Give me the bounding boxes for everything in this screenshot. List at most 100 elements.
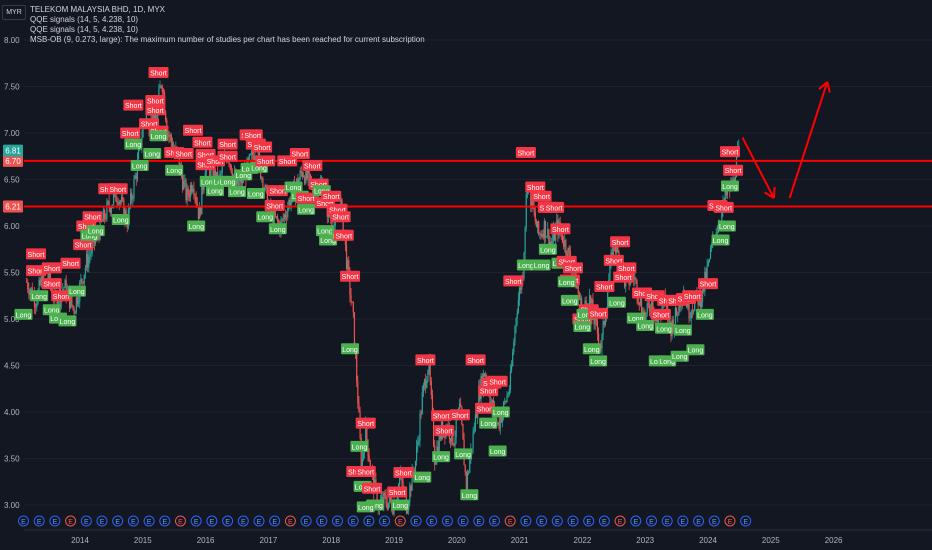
short-signal-label: Short — [590, 311, 607, 318]
projection-arrow-head — [772, 187, 776, 199]
candle-body — [513, 342, 515, 353]
short-signal-tag — [120, 127, 141, 139]
candle-body — [365, 422, 367, 451]
earnings-marker[interactable] — [520, 515, 532, 527]
earnings-marker[interactable] — [65, 515, 77, 527]
earnings-marker[interactable] — [80, 515, 92, 527]
earnings-marker[interactable] — [379, 515, 391, 527]
earnings-marker[interactable] — [269, 515, 281, 527]
earnings-marker[interactable] — [488, 515, 500, 527]
candle-body — [596, 321, 599, 334]
candle-body — [691, 311, 694, 313]
candle-body — [514, 326, 516, 343]
candle-body — [85, 254, 88, 268]
earnings-marker[interactable] — [614, 515, 626, 527]
x-tick-label: 2022 — [574, 536, 592, 545]
earnings-marker[interactable] — [112, 515, 124, 527]
earnings-marker[interactable] — [33, 515, 45, 527]
earnings-marker[interactable] — [127, 515, 139, 527]
candle-body — [362, 452, 365, 459]
earnings-marker[interactable] — [677, 515, 689, 527]
long-signal-tag — [206, 185, 225, 197]
earnings-marker[interactable] — [410, 515, 422, 527]
candle-body — [531, 197, 533, 208]
earnings-marker[interactable] — [159, 515, 171, 527]
earnings-marker[interactable] — [300, 515, 312, 527]
candle-body — [38, 280, 40, 291]
earnings-marker[interactable] — [645, 515, 657, 527]
y-tick-label: 6.50 — [4, 176, 20, 185]
projection-arrow[interactable] — [788, 81, 829, 199]
earnings-marker[interactable] — [473, 515, 485, 527]
earnings-marker[interactable] — [426, 515, 438, 527]
short-signal-label: Short — [75, 243, 92, 250]
level-price-tag — [3, 154, 23, 167]
short-signal-tag — [531, 190, 552, 202]
short-signal-tag — [73, 239, 94, 251]
earnings-marker[interactable] — [740, 515, 752, 527]
candle-body — [106, 202, 108, 220]
legend-indicator-2[interactable]: QQE signals (14, 5, 4.238, 10) — [30, 25, 139, 34]
candle-body — [602, 321, 604, 335]
earnings-marker[interactable] — [206, 515, 218, 527]
earnings-marker[interactable] — [567, 515, 579, 527]
short-signal-label: Short — [684, 294, 701, 301]
legend-indicator-3[interactable]: MSB-OB (9, 0.273, large): The maximum nu… — [30, 35, 425, 44]
earnings-marker[interactable] — [363, 515, 375, 527]
earnings-marker[interactable] — [394, 515, 406, 527]
chart-legend: TELEKOM MALAYSIA BHD, 1D, MYX QQE signal… — [30, 5, 425, 45]
earnings-marker[interactable] — [661, 515, 673, 527]
long-signal-tag — [30, 290, 49, 302]
short-signal-label: Short — [715, 205, 732, 212]
candle-body — [546, 236, 548, 238]
earnings-marker[interactable] — [237, 515, 249, 527]
candle-body — [236, 179, 238, 184]
earnings-marker[interactable] — [441, 515, 453, 527]
short-signal-tag — [431, 410, 452, 422]
earnings-marker[interactable] — [190, 515, 202, 527]
short-signal-label: Short — [194, 140, 211, 147]
projection-arrow[interactable] — [741, 137, 775, 199]
earnings-marker[interactable] — [708, 515, 720, 527]
long-signal-label: Long — [286, 185, 302, 192]
earnings-marker[interactable] — [536, 515, 548, 527]
earnings-marker[interactable] — [96, 515, 108, 527]
candle-body — [388, 496, 391, 503]
earnings-marker[interactable] — [693, 515, 705, 527]
candle-body — [48, 271, 50, 279]
earnings-marker[interactable] — [504, 515, 516, 527]
earnings-marker[interactable] — [174, 515, 186, 527]
earnings-marker[interactable] — [17, 515, 29, 527]
legend-indicator-1[interactable]: QQE signals (14, 5, 4.238, 10) — [30, 15, 139, 24]
candle-body — [230, 164, 232, 173]
long-signal-tag — [573, 320, 592, 332]
short-signal-tag — [330, 211, 351, 223]
currency-button[interactable]: MYR — [2, 5, 26, 20]
earnings-marker[interactable] — [316, 515, 328, 527]
earnings-marker[interactable] — [253, 515, 265, 527]
candle-body — [516, 313, 518, 319]
earnings-marker[interactable] — [630, 515, 642, 527]
earnings-marker[interactable] — [49, 515, 61, 527]
short-signal-tag — [123, 99, 144, 111]
earnings-marker[interactable] — [583, 515, 595, 527]
candle-body — [219, 173, 221, 177]
earnings-marker-label: E — [429, 519, 434, 526]
long-signal-label: Long — [82, 233, 98, 240]
earnings-marker[interactable] — [222, 515, 234, 527]
candle-body — [128, 206, 131, 209]
earnings-marker[interactable] — [551, 515, 563, 527]
earnings-marker[interactable] — [457, 515, 469, 527]
candle-body — [238, 181, 240, 188]
earnings-marker[interactable] — [724, 515, 736, 527]
short-signal-label: Short — [546, 205, 563, 212]
earnings-marker[interactable] — [284, 515, 296, 527]
earnings-marker[interactable] — [331, 515, 343, 527]
earnings-marker[interactable] — [143, 515, 155, 527]
earnings-marker[interactable] — [347, 515, 359, 527]
earnings-marker[interactable] — [598, 515, 610, 527]
candle-body — [123, 199, 125, 221]
long-signal-tag — [187, 220, 206, 232]
short-signal-label: Short — [150, 71, 167, 78]
